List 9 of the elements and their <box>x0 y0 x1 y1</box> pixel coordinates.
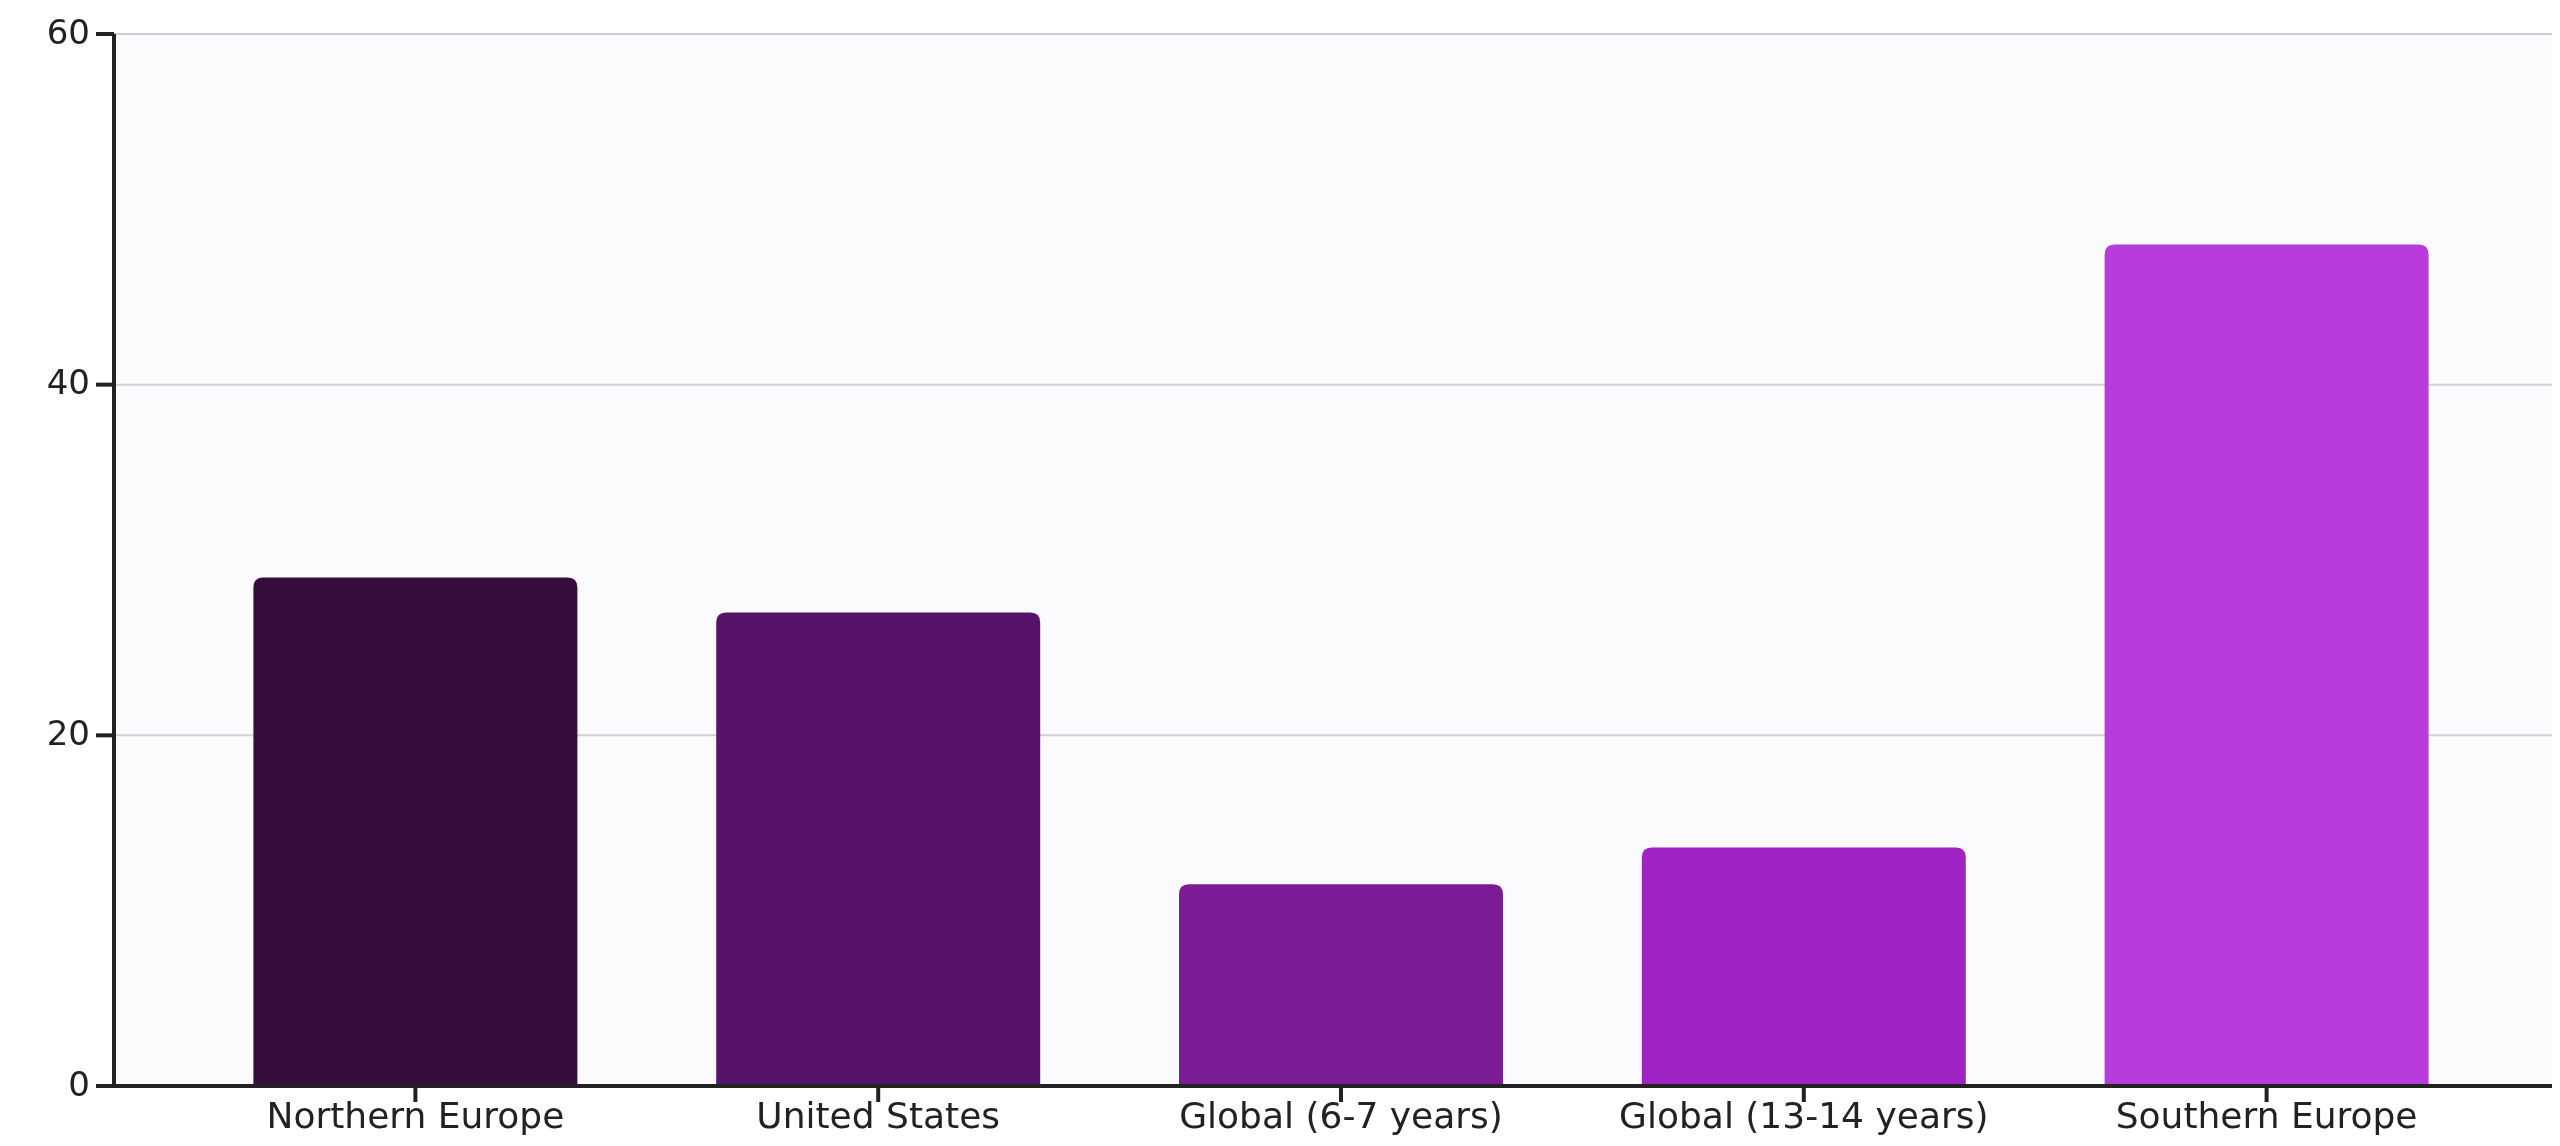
x-tick-label: Global (13-14 years) <box>1619 1095 1989 1136</box>
x-tick-label: United States <box>756 1095 1001 1136</box>
y-tick-label: 20 <box>46 712 90 753</box>
y-tick-label: 40 <box>46 362 90 403</box>
x-tick-label: Northern Europe <box>266 1095 565 1136</box>
y-tick-label: 60 <box>46 11 90 52</box>
x-tick-label: Southern Europe <box>2115 1095 2418 1136</box>
y-tick-label: 0 <box>68 1063 90 1104</box>
x-tick-label: Global (6-7 years) <box>1179 1095 1503 1136</box>
